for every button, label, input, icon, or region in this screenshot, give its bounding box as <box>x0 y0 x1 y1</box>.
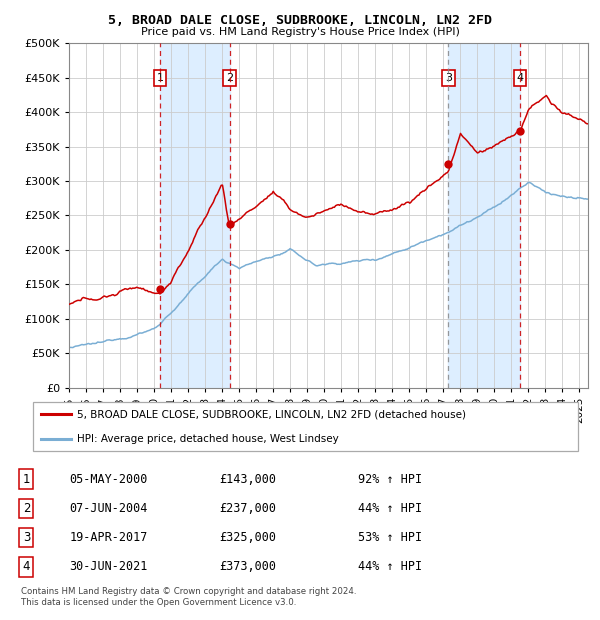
Text: 3: 3 <box>445 73 452 83</box>
Text: £325,000: £325,000 <box>220 531 277 544</box>
Text: Price paid vs. HM Land Registry's House Price Index (HPI): Price paid vs. HM Land Registry's House … <box>140 27 460 37</box>
Bar <box>448 43 520 388</box>
Text: 44% ↑ HPI: 44% ↑ HPI <box>358 560 422 574</box>
Text: HPI: Average price, detached house, West Lindsey: HPI: Average price, detached house, West… <box>77 434 338 444</box>
Text: £373,000: £373,000 <box>220 560 277 574</box>
Text: 3: 3 <box>23 531 30 544</box>
Text: 05-MAY-2000: 05-MAY-2000 <box>70 472 148 485</box>
Text: 4: 4 <box>23 560 30 574</box>
Text: £143,000: £143,000 <box>220 472 277 485</box>
Text: This data is licensed under the Open Government Licence v3.0.: This data is licensed under the Open Gov… <box>21 598 296 607</box>
Text: 2: 2 <box>23 502 30 515</box>
Text: Contains HM Land Registry data © Crown copyright and database right 2024.: Contains HM Land Registry data © Crown c… <box>21 587 356 596</box>
Text: 92% ↑ HPI: 92% ↑ HPI <box>358 472 422 485</box>
Text: 19-APR-2017: 19-APR-2017 <box>70 531 148 544</box>
Text: 1: 1 <box>157 73 164 83</box>
Text: 44% ↑ HPI: 44% ↑ HPI <box>358 502 422 515</box>
Text: 1: 1 <box>23 472 30 485</box>
Text: 53% ↑ HPI: 53% ↑ HPI <box>358 531 422 544</box>
Text: 4: 4 <box>517 73 523 83</box>
Text: 5, BROAD DALE CLOSE, SUDBROOKE, LINCOLN, LN2 2FD (detached house): 5, BROAD DALE CLOSE, SUDBROOKE, LINCOLN,… <box>77 409 466 419</box>
Text: 5, BROAD DALE CLOSE, SUDBROOKE, LINCOLN, LN2 2FD: 5, BROAD DALE CLOSE, SUDBROOKE, LINCOLN,… <box>108 14 492 27</box>
Text: 07-JUN-2004: 07-JUN-2004 <box>70 502 148 515</box>
Text: 2: 2 <box>226 73 233 83</box>
FancyBboxPatch shape <box>33 402 578 451</box>
Text: 30-JUN-2021: 30-JUN-2021 <box>70 560 148 574</box>
Text: £237,000: £237,000 <box>220 502 277 515</box>
Bar <box>160 43 230 388</box>
